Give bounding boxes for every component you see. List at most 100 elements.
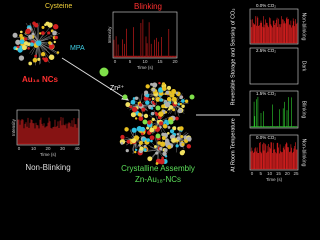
atom bbox=[132, 97, 136, 100]
atom bbox=[173, 101, 178, 105]
state-label: Blinking bbox=[301, 101, 307, 119]
atom bbox=[153, 125, 157, 130]
atom bbox=[47, 22, 53, 28]
bond bbox=[152, 94, 159, 103]
zn-ion bbox=[142, 119, 148, 125]
atom bbox=[41, 31, 45, 35]
zn-ion bbox=[155, 105, 161, 111]
atom bbox=[48, 43, 55, 50]
zn-ion bbox=[155, 133, 161, 139]
atom bbox=[151, 111, 155, 116]
bond bbox=[37, 41, 59, 54]
x-tick-label: 15 bbox=[157, 59, 163, 64]
atom bbox=[186, 144, 192, 149]
atom bbox=[27, 42, 31, 46]
atom bbox=[159, 146, 163, 151]
panel-frame bbox=[249, 134, 299, 171]
atom bbox=[155, 162, 159, 165]
atom bbox=[52, 30, 57, 36]
atom bbox=[151, 97, 155, 101]
atom bbox=[126, 139, 131, 144]
atom bbox=[166, 96, 172, 102]
atom bbox=[138, 116, 144, 121]
graphical-abstract: Cysteine MPA Au₁₈ NCs Zn²⁺ Crystalline A… bbox=[11, 2, 307, 185]
x-tick-label: 20 bbox=[285, 171, 291, 176]
atom bbox=[184, 99, 189, 103]
atom bbox=[28, 34, 33, 40]
condition-label: 0.0% CO₂ bbox=[256, 135, 276, 140]
atom bbox=[151, 117, 155, 122]
atom bbox=[145, 100, 150, 105]
atom bbox=[162, 151, 167, 157]
zn-ion bbox=[189, 94, 195, 100]
atom bbox=[160, 158, 165, 163]
y-label: Intensity bbox=[11, 118, 16, 136]
atom bbox=[150, 139, 153, 143]
atom bbox=[151, 88, 156, 92]
condition-label: 0.0% CO₂ bbox=[256, 3, 276, 8]
atom bbox=[131, 138, 137, 144]
atom bbox=[158, 111, 164, 117]
bond bbox=[174, 104, 180, 117]
bond bbox=[148, 145, 159, 151]
x-tick-label: 10 bbox=[267, 171, 273, 176]
panel-frame bbox=[112, 11, 178, 59]
panel-frame bbox=[16, 109, 80, 146]
atom bbox=[157, 141, 162, 145]
atom bbox=[165, 90, 170, 95]
atom bbox=[161, 82, 166, 86]
ion-label: Zn²⁺ bbox=[110, 85, 125, 92]
atom bbox=[144, 90, 149, 95]
atom bbox=[131, 127, 137, 133]
atom bbox=[129, 105, 133, 109]
atom bbox=[120, 142, 124, 145]
atom bbox=[134, 117, 138, 120]
atom bbox=[164, 148, 168, 152]
atom bbox=[145, 84, 150, 89]
atom bbox=[134, 96, 139, 100]
atom bbox=[33, 23, 39, 28]
atom bbox=[143, 148, 147, 152]
atom bbox=[41, 25, 45, 29]
atom bbox=[138, 140, 143, 145]
atom bbox=[159, 125, 162, 129]
atom bbox=[179, 126, 184, 131]
x-tick-label: 5 bbox=[129, 59, 132, 64]
bond bbox=[127, 104, 141, 109]
atom bbox=[35, 40, 42, 46]
atom bbox=[39, 32, 42, 35]
atom bbox=[137, 112, 142, 117]
x-tick-label: 20 bbox=[45, 146, 51, 151]
condition-label: 2.5% CO₂ bbox=[256, 48, 276, 53]
atom bbox=[15, 47, 19, 51]
atom bbox=[15, 39, 21, 45]
atom bbox=[48, 41, 52, 45]
x-tick-label: 0 bbox=[251, 171, 254, 176]
x-tick-label: 15 bbox=[276, 171, 282, 176]
atom bbox=[172, 108, 176, 112]
atom bbox=[29, 42, 34, 47]
atom bbox=[166, 85, 172, 90]
atom bbox=[167, 126, 171, 129]
bond bbox=[37, 32, 61, 43]
atom bbox=[130, 99, 136, 105]
atom bbox=[147, 120, 152, 125]
trace bbox=[250, 96, 298, 128]
atom bbox=[158, 81, 161, 85]
atom bbox=[148, 98, 151, 101]
atom bbox=[32, 57, 38, 63]
atom bbox=[52, 24, 59, 30]
assembly-label: Zn-Au₁₈-NCs bbox=[135, 175, 181, 184]
atom bbox=[150, 106, 154, 110]
atom bbox=[21, 44, 27, 51]
panel-frame bbox=[249, 90, 299, 129]
atom bbox=[165, 138, 169, 143]
atom bbox=[17, 47, 23, 53]
atom bbox=[37, 57, 41, 61]
panel-frame bbox=[249, 47, 299, 85]
atom bbox=[179, 102, 183, 106]
atom bbox=[34, 54, 38, 58]
atom bbox=[24, 37, 28, 41]
atom bbox=[56, 51, 60, 54]
atom bbox=[159, 121, 164, 126]
